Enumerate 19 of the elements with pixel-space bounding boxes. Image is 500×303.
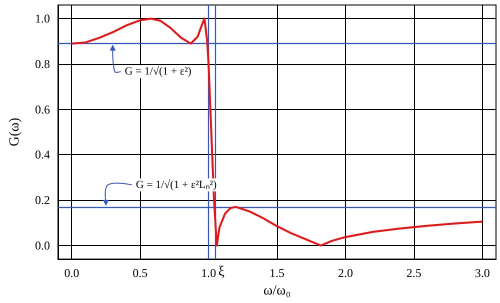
y-tick-label: 0.0 [35,238,50,252]
x-tick-label: 1.5 [270,266,284,280]
y-axis-title: G(ω) [8,117,22,146]
y-tick-label: 0.2 [35,193,50,208]
annotation: G = 1/√(1 + ε²) [124,66,192,78]
x-tick-label: 1.0 [201,266,216,280]
annotation: G = 1/√(1 + ε²Lₙ²) [136,178,217,191]
line-series [70,18,484,246]
y-tick-label: 1.0 [35,12,50,26]
ref-line-label: ξ [218,264,225,280]
x-tick-label: 0.5 [132,266,148,280]
x-tick-label: 2.0 [338,266,353,280]
x-tick-label: 0.0 [64,266,80,280]
y-tick-label: 0.6 [35,102,50,116]
y-tick-label: 0.4 [35,148,50,162]
x-axis-title: ω/ω₀ [263,284,291,298]
x-tick-label: 3.0 [474,266,490,280]
y-tick-label: 0.8 [35,56,50,71]
x-tick-label: 2.5 [406,266,422,280]
